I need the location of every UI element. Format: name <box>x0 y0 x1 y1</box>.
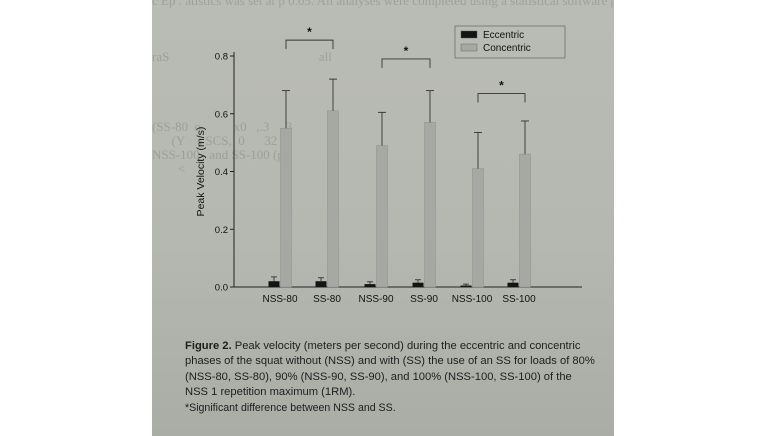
x-tick-label: NSS-100 <box>452 294 493 305</box>
significance-marker: * <box>307 25 312 39</box>
y-tick-label: 0.2 <box>215 225 228 236</box>
x-tick-label: NSS-80 <box>262 294 297 305</box>
significance-marker: * <box>499 79 504 93</box>
significance-marker: * <box>404 44 409 58</box>
significance-bracket <box>381 58 431 68</box>
bar-concentric <box>280 127 292 288</box>
legend-box <box>454 25 566 59</box>
bar-eccentric <box>507 282 519 287</box>
y-tick-label: 0.0 <box>215 283 228 294</box>
bar-eccentric <box>268 281 280 287</box>
bar-eccentric <box>315 281 327 287</box>
x-tick-label: NSS-90 <box>358 294 393 305</box>
x-tick-label: SS-100 <box>502 294 536 305</box>
significance-bracket <box>477 93 526 103</box>
caption-note: *Significant difference between NSS and … <box>185 401 396 414</box>
bar-concentric <box>519 153 531 288</box>
bar-eccentric <box>412 282 424 287</box>
bar-eccentric <box>460 285 472 287</box>
x-tick-label: SS-90 <box>410 294 438 305</box>
bar-concentric <box>472 168 484 288</box>
y-tick-label: 0.8 <box>215 52 228 63</box>
bar-concentric <box>424 122 436 288</box>
significance-bracket <box>285 39 334 50</box>
figure-caption: Figure 2. Peak velocity (meters per seco… <box>185 339 597 416</box>
figure-photo: c Ep . atistics was set at p 0.05. All a… <box>152 0 614 436</box>
y-axis-label: Peak Velocity (m/s) <box>195 127 207 217</box>
caption-body: Peak velocity (meters per second) during… <box>185 340 595 399</box>
caption-heading: Figure 2. <box>185 340 232 352</box>
legend-swatch <box>460 43 478 52</box>
legend-label: Eccentric <box>483 30 524 41</box>
bar-concentric <box>327 110 339 288</box>
y-tick-label: 0.4 <box>215 167 228 178</box>
bar-eccentric <box>364 284 376 287</box>
y-tick-label: 0.6 <box>215 109 228 120</box>
bar-chart: 0.0 0.2 0.4 0.6 0.8 Peak Velocity (m/s) NSS-80… <box>195 25 582 305</box>
legend-label: Concentric <box>483 43 531 54</box>
x-tick-label: SS-80 <box>313 294 341 305</box>
legend: Eccentric Concentric <box>454 25 566 59</box>
bar-concentric <box>376 145 388 288</box>
legend-swatch <box>460 30 478 39</box>
